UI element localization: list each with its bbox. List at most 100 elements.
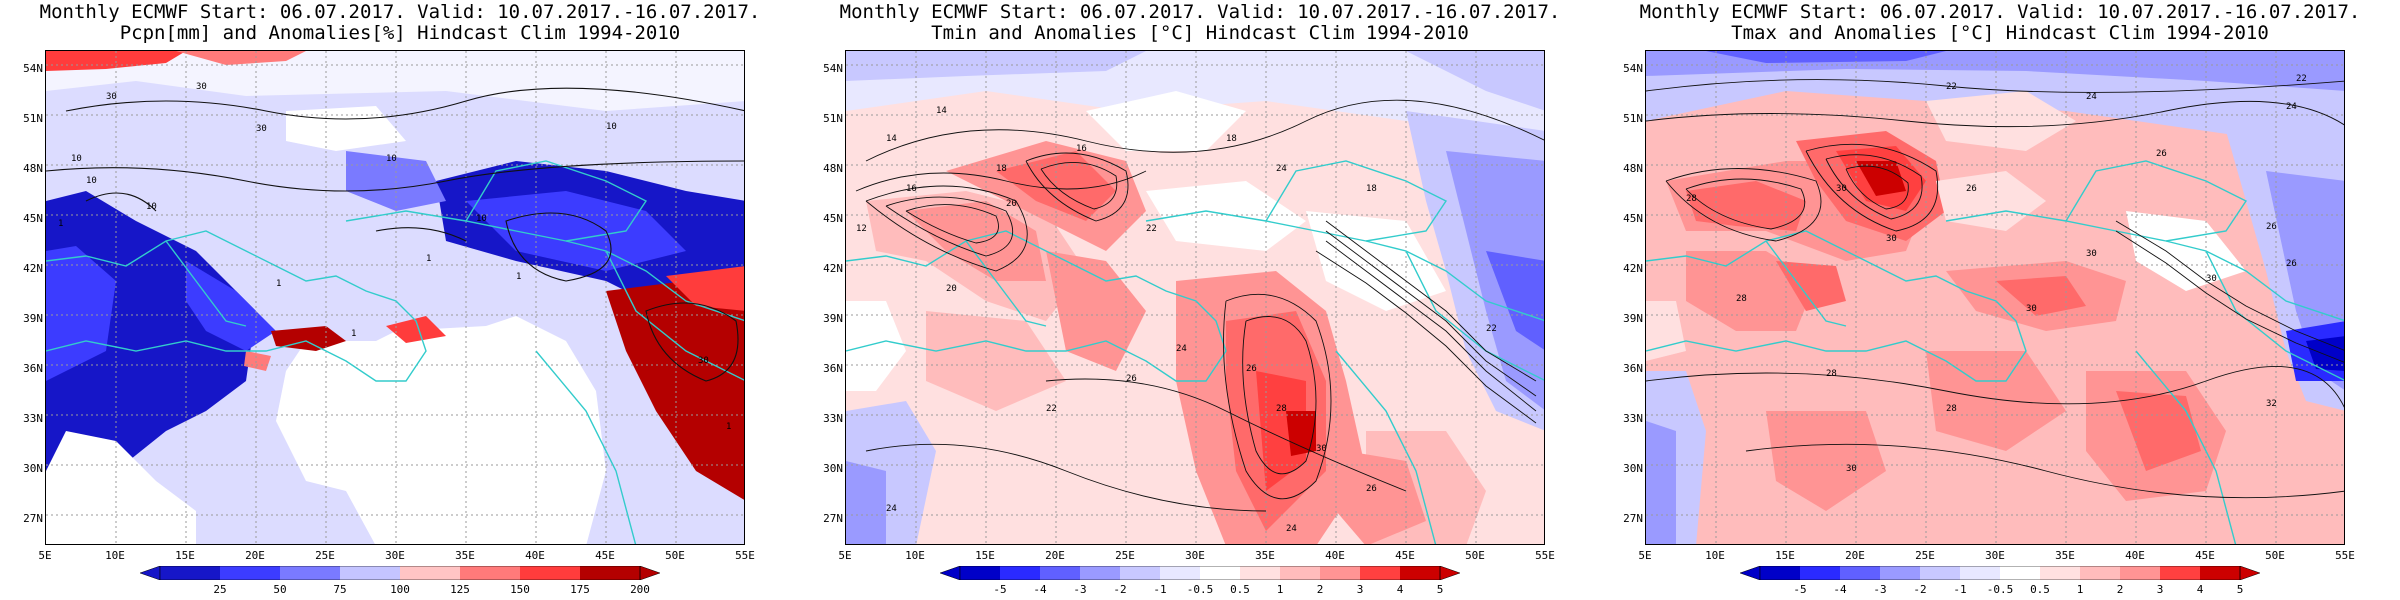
precipitation-colorbar (140, 566, 660, 580)
colorbar-tick: 1 (2076, 583, 2084, 596)
colorbar-tick: -0.5 (1186, 583, 1214, 596)
lon-label: 45E (2195, 549, 2215, 562)
colorbar-tick: -4 (1833, 583, 1847, 596)
colorbar-tick: 75 (333, 583, 347, 596)
colorbar-tick: -3 (1073, 583, 1087, 596)
contour-label: 28 (1946, 404, 1957, 414)
contour-label: 28 (1826, 369, 1837, 379)
lon-label: 5E (38, 549, 52, 562)
lon-label: 35E (455, 549, 475, 562)
contour-label: 32 (2266, 399, 2277, 409)
lat-label: 39N (1623, 312, 1643, 325)
panel-title: Monthly ECMWF Start: 06.07.2017. Valid: … (39, 1, 761, 23)
lon-label: 15E (975, 549, 995, 562)
colorbar-tick: 100 (390, 583, 410, 596)
colorbar-tick: -2 (1113, 583, 1127, 596)
contour-label: 10 (606, 122, 617, 132)
colorbar-tick: -2 (1913, 583, 1927, 596)
precipitation-map: 30 30 30 10 10 10 10 10 10 1 1 1 1 1 30 … (45, 50, 745, 545)
colorbar-tick: -5 (993, 583, 1007, 596)
colorbar-tick: 0.5 (2030, 583, 2050, 596)
contour-label: 30 (2086, 249, 2097, 259)
contour-label: 14 (936, 106, 947, 116)
colorbar-tick: 2 (2116, 583, 2124, 596)
lon-label: 20E (1045, 549, 1065, 562)
lat-label: 54N (823, 62, 843, 75)
contour-label: 30 (1836, 184, 1847, 194)
contour-label: 30 (698, 356, 709, 366)
contour-label: 10 (71, 154, 82, 164)
lat-label: 33N (823, 412, 843, 425)
contour-label: 1 (351, 329, 356, 339)
contour-label: 22 (1486, 324, 1497, 334)
colorbar-tick: 0.5 (1230, 583, 1250, 596)
contour-label: 1 (58, 219, 63, 229)
lat-label: 33N (23, 412, 43, 425)
lat-label: 42N (823, 262, 843, 275)
colorbar-tick: -3 (1873, 583, 1887, 596)
contour-label: 20 (1006, 199, 1017, 209)
tmin-map: 14 14 16 18 18 12 20 16 22 24 20 26 22 2… (845, 50, 1545, 545)
lon-label: 5E (838, 549, 852, 562)
contour-label: 18 (1226, 134, 1237, 144)
contour-label: 30 (1316, 444, 1327, 454)
lon-label: 15E (1775, 549, 1795, 562)
lon-label: 45E (1395, 549, 1415, 562)
lat-label: 36N (823, 362, 843, 375)
lon-label: 55E (735, 549, 755, 562)
contour-label: 1 (726, 422, 731, 432)
contour-label: 26 (1126, 374, 1137, 384)
contour-label: 30 (196, 82, 207, 92)
colorbar-tick: -0.5 (1986, 583, 2014, 596)
colorbar-tick: 50 (273, 583, 287, 596)
contour-label: 24 (1176, 344, 1187, 354)
colorbar-tick: 200 (630, 583, 650, 596)
precipitation-map-canvas: 30 30 30 10 10 10 10 10 10 1 1 1 1 1 30 … (46, 51, 744, 544)
contour-label: 26 (2156, 149, 2167, 159)
contour-label: 1 (276, 279, 281, 289)
contour-label: 12 (856, 224, 867, 234)
lat-label: 51N (1623, 112, 1643, 125)
lat-label: 54N (23, 62, 43, 75)
contour-label: 28 (1276, 404, 1287, 414)
lon-label: 50E (2265, 549, 2285, 562)
lon-label: 10E (1705, 549, 1725, 562)
panel-title: Monthly ECMWF Start: 06.07.2017. Valid: … (1639, 1, 2361, 23)
lon-label: 25E (1915, 549, 1935, 562)
contour-label: 30 (106, 92, 117, 102)
contour-label: 26 (2286, 259, 2297, 269)
colorbar-tick: -1 (1153, 583, 1167, 596)
lat-label: 48N (1623, 162, 1643, 175)
contour-label: 30 (2206, 274, 2217, 284)
lat-label: 48N (23, 162, 43, 175)
contour-label: 22 (1046, 404, 1057, 414)
contour-label: 1 (426, 254, 431, 264)
lat-label: 39N (823, 312, 843, 325)
colorbar-tick: 5 (2236, 583, 2244, 596)
lat-label: 45N (823, 212, 843, 225)
contour-label: 10 (86, 176, 97, 186)
contour-label: 14 (886, 134, 897, 144)
contour-label: 1 (516, 272, 521, 282)
lat-label: 42N (1623, 262, 1643, 275)
lat-label: 33N (1623, 412, 1643, 425)
lat-label: 51N (23, 112, 43, 125)
lon-label: 50E (1465, 549, 1485, 562)
tmin-map-canvas: 14 14 16 18 18 12 20 16 22 24 20 26 22 2… (846, 51, 1544, 544)
lon-label: 20E (1845, 549, 1865, 562)
tmax-colorbar (1740, 566, 2260, 580)
contour-label: 26 (1246, 364, 1257, 374)
colorbar-tick: 25 (213, 583, 227, 596)
colorbar-tick: 3 (1356, 583, 1364, 596)
tmax-map: 22 24 22 24 26 30 28 26 30 28 30 28 30 2… (1645, 50, 2345, 545)
contour-label: 30 (1886, 234, 1897, 244)
colorbar-tick: 3 (2156, 583, 2164, 596)
lat-label: 27N (1623, 512, 1643, 525)
lon-label: 40E (2125, 549, 2145, 562)
lat-label: 36N (1623, 362, 1643, 375)
lon-label: 25E (315, 549, 335, 562)
lat-label: 30N (823, 462, 843, 475)
lat-label: 36N (23, 362, 43, 375)
contour-label: 26 (1366, 484, 1377, 494)
lon-label: 30E (1985, 549, 2005, 562)
